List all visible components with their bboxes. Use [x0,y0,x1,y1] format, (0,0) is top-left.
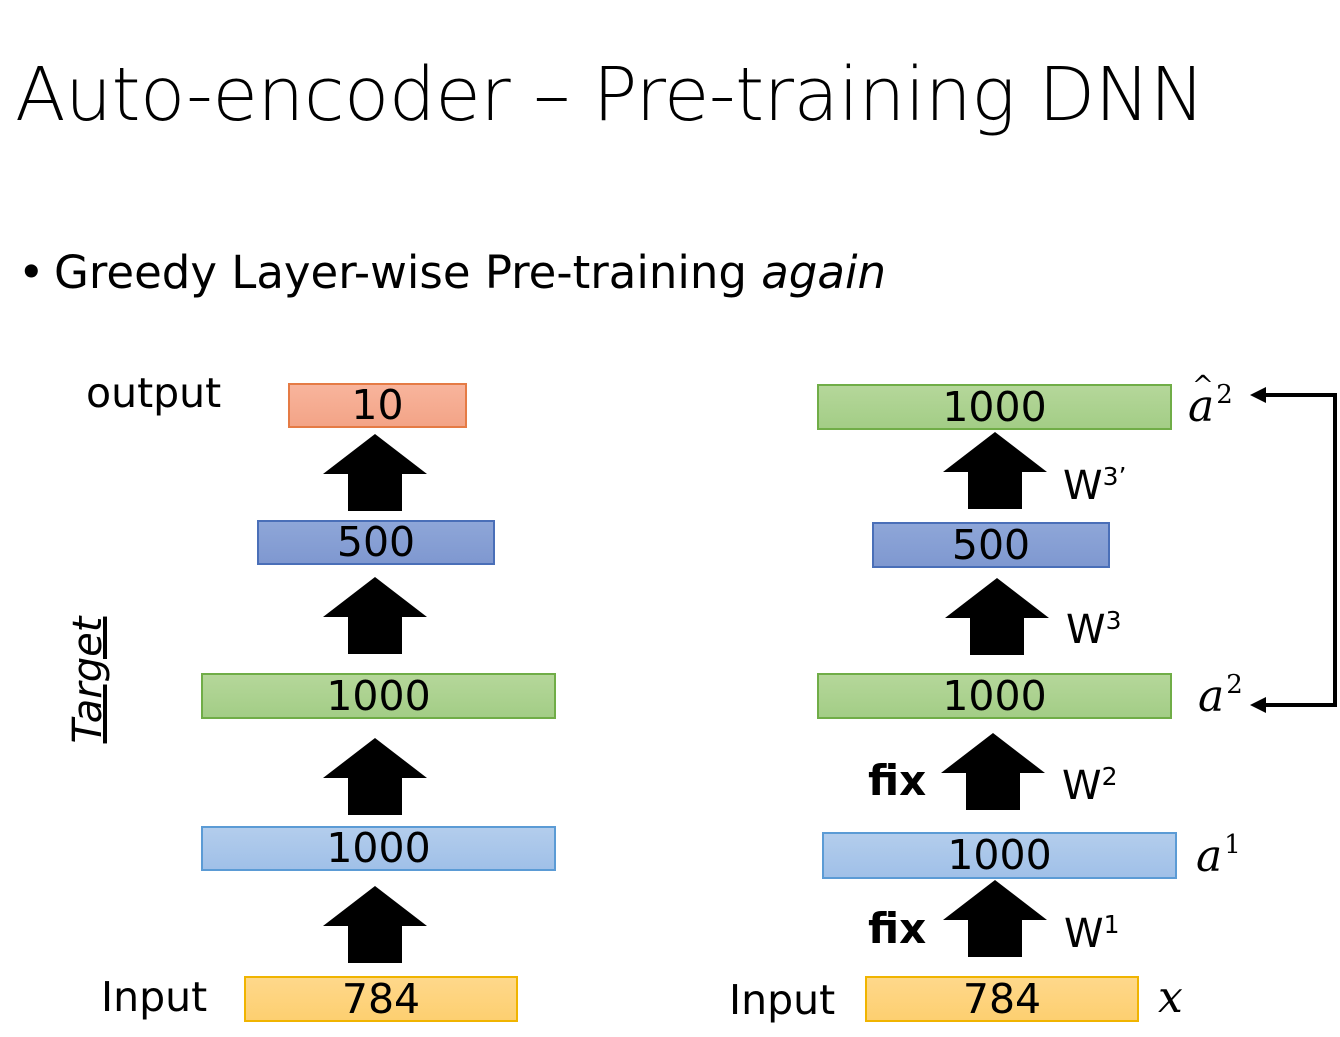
bullet-point: • Greedy Layer-wise Pre-training again [18,250,886,295]
weight-label-w3: W3 [1066,606,1122,653]
right-layer-1000-blue: 1000 [822,832,1177,879]
left-layer-500: 500 [257,520,495,565]
var-a1: a1 [1196,830,1241,882]
up-arrow-icon [945,578,1049,655]
var-a2: a2 [1198,670,1243,722]
bullet-text: Greedy Layer-wise Pre-training [54,246,762,299]
bullet-icon: • [18,246,45,299]
right-layer-1000-green: 1000 [817,673,1172,719]
up-arrow-icon [943,880,1047,957]
left-layer-output: 10 [288,383,467,428]
output-label: output [86,369,222,417]
up-arrow-icon [941,733,1045,810]
var-a-hat-2: a2 [1188,373,1233,429]
up-arrow-icon [323,577,427,654]
up-arrow-icon [323,434,427,511]
right-layer-500: 500 [872,522,1110,568]
bracket-arrow-icon [1250,387,1337,713]
weight-label-w3-prime: W3’ [1063,462,1127,509]
weight-label-w2: W2 [1062,762,1118,809]
left-layer-1000-blue: 1000 [201,826,556,871]
right-layer-input: 784 [865,976,1139,1022]
weight-label-w1: W1 [1064,910,1120,957]
left-layer-input: 784 [244,976,518,1022]
bullet-emphasis: again [761,246,886,299]
fix-label-w1: fix [868,904,927,953]
fix-label-w2: fix [868,756,927,805]
up-arrow-icon [323,886,427,963]
up-arrow-icon [943,432,1047,509]
var-x: x [1158,972,1183,1023]
up-arrow-icon [323,738,427,815]
left-layer-1000-green: 1000 [201,673,556,719]
right-input-label: Input [729,976,836,1024]
right-layer-reconstruction: 1000 [817,384,1172,430]
left-input-label: Input [101,973,208,1021]
slide-title: Auto-encoder – Pre-training DNN [15,52,1205,138]
